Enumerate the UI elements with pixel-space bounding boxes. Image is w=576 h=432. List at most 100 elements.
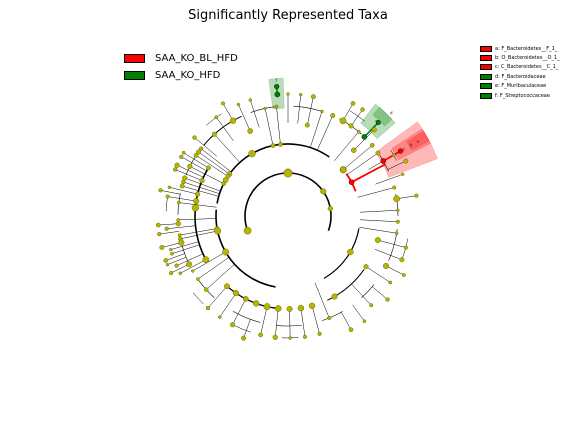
tree-node xyxy=(263,303,271,311)
legend-swatch-red xyxy=(480,64,492,71)
tree-node xyxy=(299,93,303,97)
legend-taxon-label: d: F_Bacteroidaceae xyxy=(495,73,546,80)
legend-label: SAA_KO_BL_HFD xyxy=(155,52,238,64)
tree-arc xyxy=(244,172,332,231)
tree-node xyxy=(205,305,211,311)
tree-branch xyxy=(359,209,398,213)
tree-branch xyxy=(334,131,359,162)
tree-branch xyxy=(310,111,323,148)
tree-branch xyxy=(359,227,397,234)
tree-node xyxy=(165,263,170,267)
tree-node xyxy=(270,143,276,148)
tree-branch xyxy=(180,259,207,274)
tree-arcs xyxy=(165,105,409,339)
tree-node xyxy=(391,153,396,157)
tree-branch xyxy=(171,244,200,254)
tree-branch xyxy=(289,308,291,338)
tree-node xyxy=(401,172,405,176)
tree-node xyxy=(182,175,188,181)
tree-node xyxy=(196,277,200,281)
tree-arc xyxy=(232,311,261,323)
tree-node xyxy=(396,208,400,212)
tree-branch xyxy=(250,99,260,128)
tree-branch xyxy=(179,228,218,236)
tree-node xyxy=(163,258,169,263)
tree-node xyxy=(248,98,253,102)
tree-node xyxy=(394,231,399,235)
tree-branch xyxy=(198,151,230,175)
tree-branch xyxy=(351,163,386,183)
tree-branch xyxy=(317,115,333,151)
tree-node xyxy=(339,166,347,173)
tree-branch xyxy=(260,306,268,335)
tree-arc xyxy=(361,284,375,298)
chart-title: Significantly Represented Taxa xyxy=(188,8,388,23)
tree-branch xyxy=(160,190,181,195)
tree-node xyxy=(178,239,185,246)
tree-node xyxy=(192,135,197,140)
tree-node xyxy=(392,185,397,190)
tree-node xyxy=(274,104,279,109)
tree-arc xyxy=(192,292,204,305)
tree-node xyxy=(181,179,186,185)
tree-node xyxy=(165,194,170,199)
tree-branch xyxy=(165,253,185,261)
legend-taxon-label: c: C_Bacteroidetes__C_1_ xyxy=(495,64,559,71)
tree-node xyxy=(236,102,240,107)
tree-arc xyxy=(327,269,365,301)
tree-node xyxy=(274,83,280,90)
tree-node xyxy=(176,200,181,205)
legend-taxon-label: f: F_Streptococcaceae xyxy=(495,92,550,99)
tree-node xyxy=(401,273,406,277)
tree-node xyxy=(360,107,365,112)
tree-node xyxy=(339,117,347,125)
tree-branch xyxy=(180,230,218,240)
tree-branch xyxy=(232,298,247,325)
tree-node xyxy=(181,150,186,155)
tree-node xyxy=(174,263,179,268)
tree-node xyxy=(252,300,260,307)
tree-node xyxy=(243,226,252,235)
tree-node xyxy=(169,248,173,252)
tree-branch xyxy=(377,239,406,248)
tree-node xyxy=(173,167,178,172)
tree-branch xyxy=(350,109,363,127)
tree-node xyxy=(224,283,230,290)
tree-node xyxy=(274,91,281,98)
tree-node xyxy=(362,319,367,323)
tree-arc xyxy=(293,105,323,112)
legend-taxa: a: F_Bacteroidetes__F_1_ b: O_Bacteroide… xyxy=(480,44,560,100)
tree-node xyxy=(397,148,404,154)
tree-node xyxy=(191,269,195,273)
tree-branch xyxy=(342,103,354,121)
tree-arc xyxy=(215,209,276,288)
tree-node xyxy=(263,106,267,111)
legend-swatch-green xyxy=(124,70,145,80)
tree-branch xyxy=(214,134,241,163)
tree-arc xyxy=(276,324,302,327)
tree-node xyxy=(403,245,408,250)
tree-branches xyxy=(158,86,417,339)
tree-branch xyxy=(307,96,314,126)
tree-node xyxy=(174,162,180,168)
tree-node xyxy=(283,168,293,178)
tree-branch xyxy=(387,160,406,170)
tree-branch xyxy=(243,319,251,339)
tree-node xyxy=(302,334,307,339)
tree-branch xyxy=(216,117,234,141)
legend-taxon-e: e: F_Muribaculaceae xyxy=(480,82,560,91)
tree-node xyxy=(414,193,419,198)
tree-node xyxy=(164,226,169,231)
legend-taxon-b: b: O_Bacteroidetes__O_1_ xyxy=(480,53,560,62)
legend-taxon-a: a: F_Bacteroidetes__F_1_ xyxy=(480,44,560,53)
clade-highlights xyxy=(268,77,438,178)
tree-branch xyxy=(375,174,403,185)
tree-node xyxy=(186,261,193,268)
tree-node xyxy=(403,158,409,164)
tree-node xyxy=(327,205,333,212)
tree-node xyxy=(248,150,256,158)
tree-node xyxy=(380,158,387,164)
clade-letter-f: f xyxy=(275,78,277,84)
tree-nodes xyxy=(156,83,419,341)
tree-branch xyxy=(238,104,251,132)
